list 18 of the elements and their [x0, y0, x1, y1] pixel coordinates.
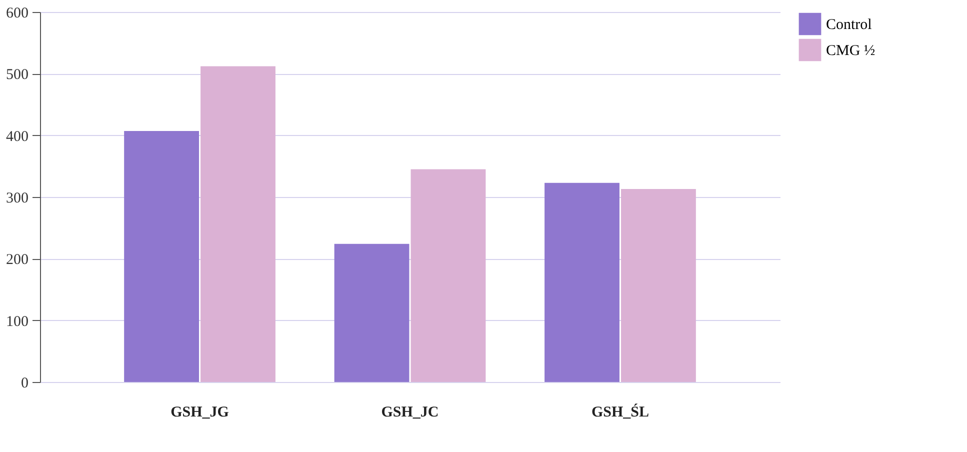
bar [410, 169, 486, 382]
y-tick-label: 500 [6, 67, 28, 84]
x-tick-label: GSH_ŚL [591, 404, 649, 420]
y-tick-label: 400 [6, 128, 28, 145]
x-tick-label: GSH_JG [170, 404, 230, 420]
y-tick-label: 0 [21, 376, 28, 392]
x-tick-label: GSH_JC [381, 404, 439, 420]
bar [124, 131, 200, 382]
legend-label: CMG ½ [826, 43, 876, 59]
y-tick-label: 100 [6, 314, 28, 330]
y-tick-label: 600 [6, 6, 28, 22]
bar [620, 188, 696, 382]
legend-label: Control [826, 17, 872, 33]
y-tick-label: 200 [6, 252, 28, 268]
y-tick-label: 300 [6, 190, 28, 206]
bar [544, 182, 620, 382]
bar [200, 66, 276, 382]
bar [334, 244, 410, 382]
